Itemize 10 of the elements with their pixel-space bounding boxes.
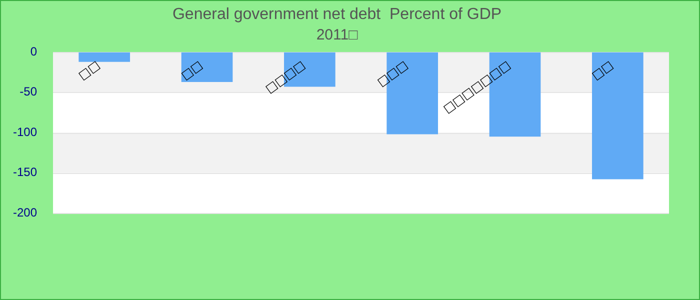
chart-title: General government net debt Percent of GDP: [172, 6, 502, 24]
x-tick-label: □□: [178, 58, 205, 82]
y-tick-label: -200: [12, 205, 38, 220]
y-tick-label: -100: [12, 124, 38, 139]
x-tick-label: □□: [76, 58, 102, 82]
y-tick-label: -150: [12, 165, 38, 180]
chart-subtitle: 2011□: [316, 26, 359, 44]
y-tick-label: -50: [20, 84, 38, 99]
y-tick-label: 0: [30, 44, 38, 59]
x-tick-label: □□: [589, 58, 616, 82]
